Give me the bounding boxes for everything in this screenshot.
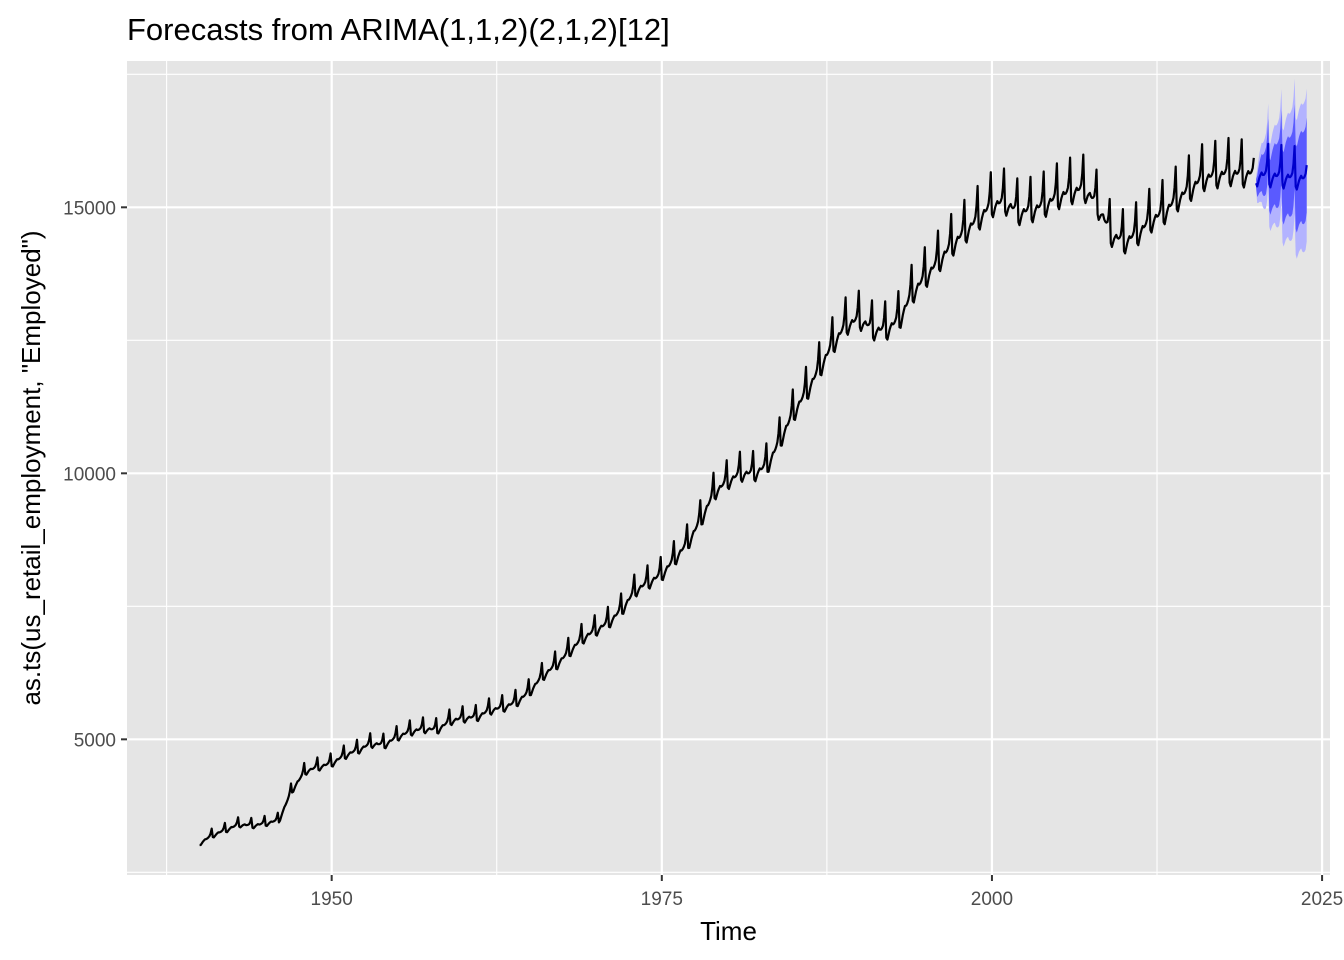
y-tick-label: 15000 — [63, 198, 116, 219]
y-tick-label: 10000 — [63, 464, 116, 485]
observed-series-line — [199, 136, 1255, 847]
forecast-series-line — [1255, 142, 1308, 191]
x-tick-label: 2000 — [971, 889, 1013, 910]
x-tick-label: 1975 — [641, 889, 683, 910]
x-axis-title: Time — [700, 916, 757, 946]
x-axis-ticks: 1950 1975 2000 2025 — [311, 875, 1343, 910]
x-tick-label: 1950 — [311, 889, 353, 910]
series-lines — [199, 136, 1308, 847]
y-tick-label: 5000 — [74, 730, 116, 751]
y-axis-title: as.ts(us_retail_employment, "Employed") — [16, 230, 46, 705]
minor-gridlines — [127, 61, 1330, 875]
y-axis-ticks: 5000 10000 15000 — [63, 198, 127, 751]
x-tick-label: 2025 — [1301, 889, 1343, 910]
chart-title: Forecasts from ARIMA(1,1,2)(2,1,2)[12] — [127, 12, 670, 47]
plot-panel — [127, 61, 1330, 875]
